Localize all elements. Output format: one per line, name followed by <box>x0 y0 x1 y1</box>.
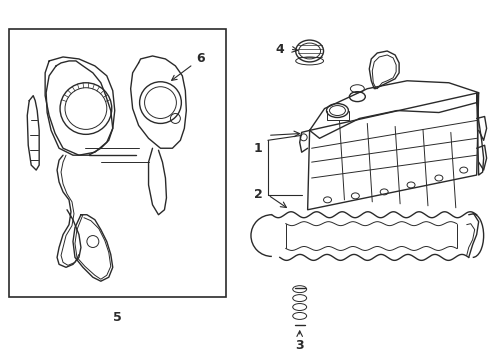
Text: 2: 2 <box>253 188 262 201</box>
Text: 3: 3 <box>295 339 304 352</box>
Bar <box>9 29 225 297</box>
Text: 1: 1 <box>253 142 262 155</box>
Text: 4: 4 <box>275 42 284 55</box>
Text: 6: 6 <box>171 53 204 80</box>
Text: 5: 5 <box>113 311 122 324</box>
